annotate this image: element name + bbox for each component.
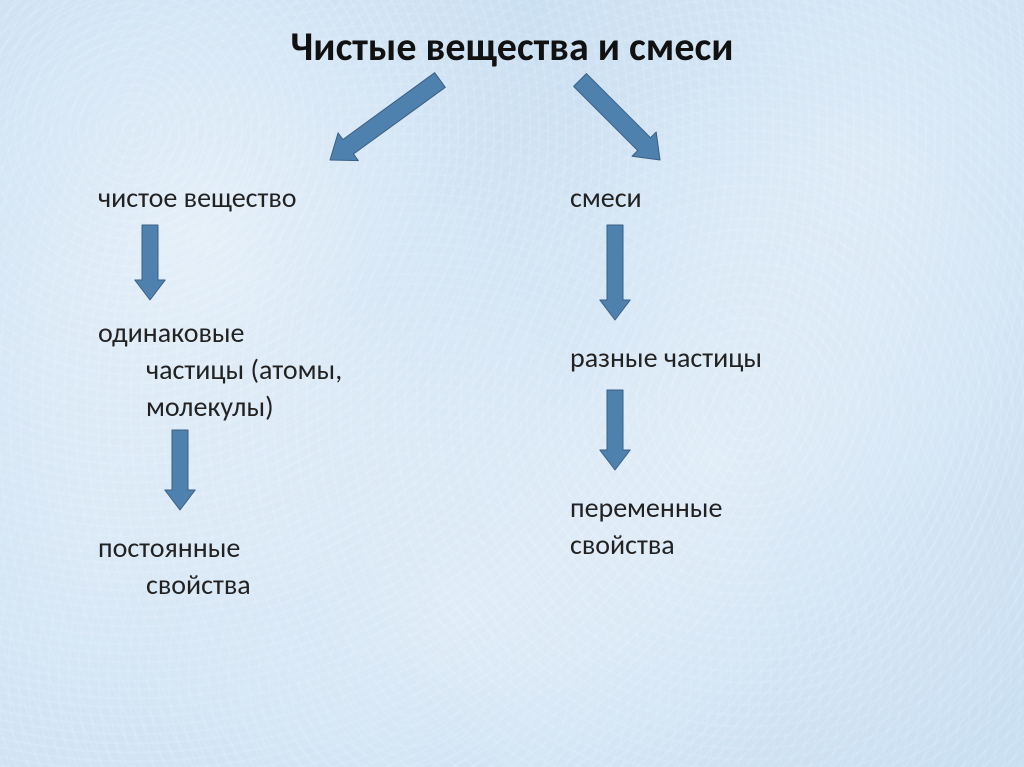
a-right-2: [0, 0, 1024, 767]
